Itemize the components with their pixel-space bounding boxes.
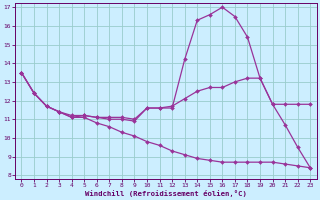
X-axis label: Windchill (Refroidissement éolien,°C): Windchill (Refroidissement éolien,°C)	[85, 190, 247, 197]
